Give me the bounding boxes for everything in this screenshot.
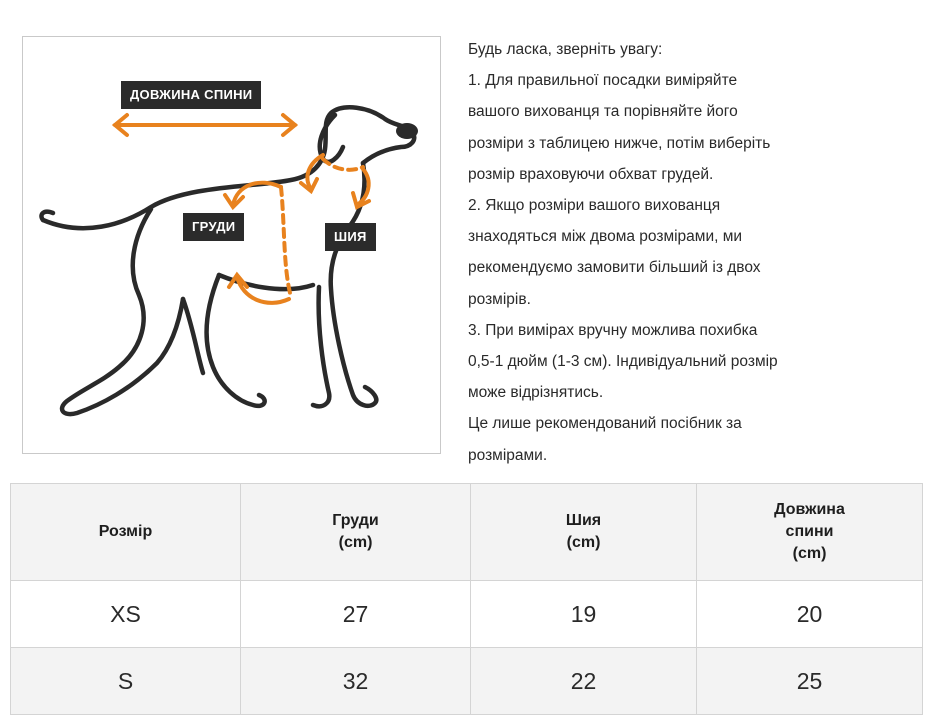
- instruction-line: може відрізнятись.: [468, 384, 604, 402]
- instruction-line: рекомендуємо замовити більший із двох: [468, 259, 761, 277]
- cell-back-length: 25: [696, 647, 923, 715]
- dog-outline-illustration: [39, 105, 418, 417]
- instruction-line: 2. Якщо розміри вашого вихованця: [468, 197, 721, 215]
- header-size: Розмір: [10, 483, 241, 581]
- header-neck-unit: (cm): [566, 534, 601, 551]
- header-neck: Шия (cm): [470, 483, 697, 581]
- header-chest: Груди (cm): [240, 483, 471, 581]
- header-neck-label: Шия: [565, 512, 602, 529]
- header-chest-label: Груди: [332, 512, 379, 529]
- instruction-line: розмір враховуючи обхват грудей.: [468, 165, 714, 183]
- sizing-instructions: Будь ласка, зверніть увагу: 1. Для прави…: [468, 34, 928, 471]
- header-back-label-1: Довжина: [774, 501, 845, 518]
- header-size-label: Розмір: [98, 523, 153, 540]
- cell-size: XS: [10, 580, 241, 648]
- instruction-line: знаходяться між двома розмірами, ми: [468, 228, 743, 246]
- header-chest-unit: (cm): [338, 534, 373, 551]
- header-back-label-2: спини: [785, 523, 834, 540]
- header-back-unit: (cm): [792, 545, 827, 562]
- instruction-line: Це лише рекомендований посібник за: [468, 415, 742, 433]
- dog-measurement-diagram: ДОВЖИНА СПИНИ ГРУДИ ШИЯ: [22, 36, 441, 454]
- nose-shape: [396, 123, 418, 139]
- back-length-tag: ДОВЖИНА СПИНИ: [121, 81, 262, 109]
- cell-back-length: 20: [696, 580, 923, 648]
- instruction-line: Будь ласка, зверніть увагу:: [468, 41, 663, 58]
- neck-tag: ШИЯ: [325, 223, 376, 251]
- cell-size: S: [10, 647, 241, 715]
- cell-neck: 22: [470, 647, 697, 715]
- chest-tag: ГРУДИ: [183, 213, 245, 241]
- cell-chest: 32: [240, 647, 471, 715]
- header-back-length: Довжина спини (cm): [696, 483, 923, 581]
- table-header-row: Розмір Груди (cm) Шия (cm) Довжина спини…: [10, 483, 923, 581]
- table-row: S 32 22 25: [10, 647, 923, 715]
- cell-neck: 19: [470, 580, 697, 648]
- instruction-line: 1. Для правильної посадки виміряйте: [468, 72, 738, 90]
- instruction-line: 3. При вимірах вручну можлива похибка: [468, 321, 758, 339]
- instruction-line: розміри з таблицею нижче, потім виберіть: [468, 134, 771, 152]
- instruction-line: вашого вихованця та порівняйте його: [468, 103, 738, 121]
- size-table: Розмір Груди (cm) Шия (cm) Довжина спини…: [10, 483, 923, 715]
- instruction-line: розмірів.: [468, 290, 531, 308]
- cell-chest: 27: [240, 580, 471, 648]
- table-row: XS 27 19 20: [10, 580, 923, 648]
- instruction-line: 0,5-1 дюйм (1-3 см). Індивідуальний розм…: [468, 353, 778, 371]
- instruction-line: розмірами.: [468, 446, 548, 464]
